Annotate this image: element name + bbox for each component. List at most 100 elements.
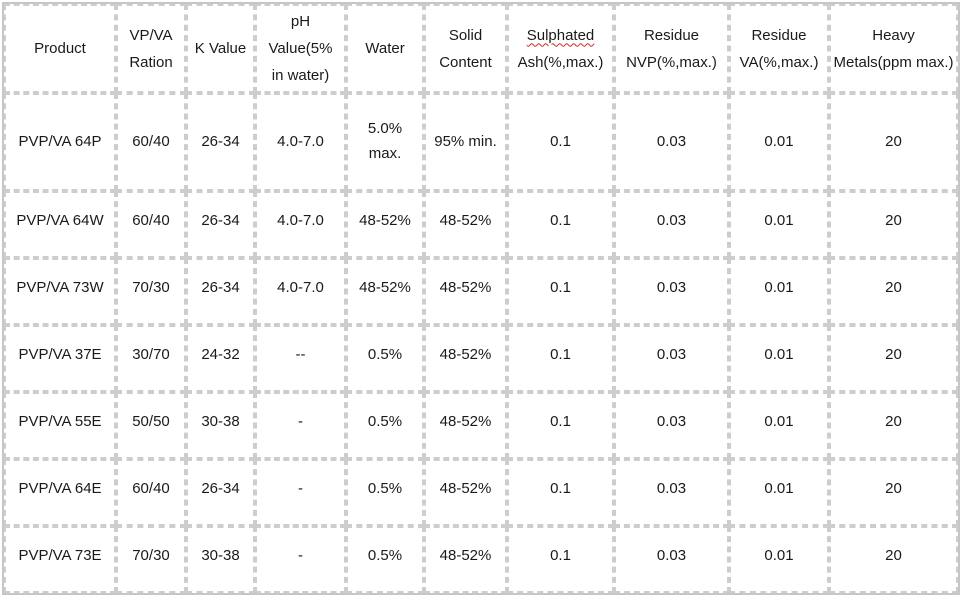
cell-k-value: 30-38 — [186, 526, 255, 593]
cell-vpva-ration: 60/40 — [116, 191, 186, 258]
table-header: Product VP/VA Ration K Value pH Value(5%… — [4, 4, 958, 93]
cell-water: 0.5% — [346, 526, 424, 593]
table-row: PVP/VA 64P 60/40 26-34 4.0-7.0 5.0% max.… — [4, 93, 958, 191]
cell-residue-va: 0.01 — [729, 459, 829, 526]
cell-water: 0.5% — [346, 325, 424, 392]
table-row: PVP/VA 73W 70/30 26-34 4.0-7.0 48-52% 48… — [4, 258, 958, 325]
cell-residue-nvp: 0.03 — [614, 459, 729, 526]
header-label: Ration — [129, 53, 173, 71]
cell-water: 48-52% — [346, 191, 424, 258]
table-row: PVP/VA 37E 30/70 24-32 -- 0.5% 48-52% 0.… — [4, 325, 958, 392]
cell-ph-value: -- — [255, 325, 346, 392]
cell-heavy-metals: 20 — [829, 191, 958, 258]
header-label: Heavy — [872, 26, 915, 44]
cell-ph-value: 4.0-7.0 — [255, 258, 346, 325]
cell-vpva-ration: 70/30 — [116, 526, 186, 593]
header-label: Water — [365, 40, 405, 57]
cell-k-value: 24-32 — [186, 325, 255, 392]
cell-product: PVP/VA 64E — [4, 459, 116, 526]
cell-vpva-ration: 30/70 — [116, 325, 186, 392]
cell-heavy-metals: 20 — [829, 325, 958, 392]
cell-residue-va: 0.01 — [729, 325, 829, 392]
product-spec-table: Product VP/VA Ration K Value pH Value(5%… — [2, 2, 960, 595]
cell-k-value: 26-34 — [186, 459, 255, 526]
cell-vpva-ration: 60/40 — [116, 93, 186, 191]
header-label: Metals(ppm max.) — [833, 53, 954, 71]
header-water: Water — [346, 4, 424, 93]
header-product: Product — [4, 4, 116, 93]
header-label: Solid — [448, 26, 483, 44]
cell-residue-va: 0.01 — [729, 93, 829, 191]
header-label-spellcheck-flagged: Sulphated — [511, 22, 610, 49]
cell-solid-content: 48-52% — [424, 459, 507, 526]
cell-solid-content: 48-52% — [424, 526, 507, 593]
cell-vpva-ration: 50/50 — [116, 392, 186, 459]
table-row: PVP/VA 64E 60/40 26-34 - 0.5% 48-52% 0.1… — [4, 459, 958, 526]
cell-ph-value: - — [255, 459, 346, 526]
header-residue-va: Residue VA(%,max.) — [729, 4, 829, 93]
header-label: VA(%,max.) — [739, 53, 819, 71]
cell-ph-value: 4.0-7.0 — [255, 93, 346, 191]
header-label: Ash(%,max.) — [517, 53, 604, 71]
cell-water: 0.5% — [346, 392, 424, 459]
header-label: in water) — [271, 67, 330, 84]
cell-product: PVP/VA 73W — [4, 258, 116, 325]
misspelled-word: Sulphated — [526, 26, 595, 44]
cell-k-value: 26-34 — [186, 258, 255, 325]
header-vpva-ration: VP/VA Ration — [116, 4, 186, 93]
table-row: PVP/VA 64W 60/40 26-34 4.0-7.0 48-52% 48… — [4, 191, 958, 258]
cell-k-value: 26-34 — [186, 93, 255, 191]
header-sulphated-ash: Sulphated Ash(%,max.) — [507, 4, 614, 93]
header-row: Product VP/VA Ration K Value pH Value(5%… — [4, 4, 958, 93]
cell-sulphated-ash: 0.1 — [507, 258, 614, 325]
header-heavy-metals: Heavy Metals(ppm max.) — [829, 4, 958, 93]
header-residue-nvp: Residue NVP(%,max.) — [614, 4, 729, 93]
table-body: PVP/VA 64P 60/40 26-34 4.0-7.0 5.0% max.… — [4, 93, 958, 593]
cell-sulphated-ash: 0.1 — [507, 526, 614, 593]
header-label: Content — [439, 53, 492, 71]
cell-water: 0.5% — [346, 459, 424, 526]
cell-residue-nvp: 0.03 — [614, 392, 729, 459]
cell-sulphated-ash: 0.1 — [507, 459, 614, 526]
cell-vpva-ration: 60/40 — [116, 459, 186, 526]
cell-product: PVP/VA 73E — [4, 526, 116, 593]
cell-product: PVP/VA 55E — [4, 392, 116, 459]
header-label: NVP(%,max.) — [626, 53, 717, 71]
cell-heavy-metals: 20 — [829, 526, 958, 593]
cell-water: 48-52% — [346, 258, 424, 325]
cell-solid-content: 48-52% — [424, 392, 507, 459]
cell-residue-va: 0.01 — [729, 526, 829, 593]
cell-residue-va: 0.01 — [729, 191, 829, 258]
header-label: Residue — [751, 26, 807, 44]
cell-heavy-metals: 20 — [829, 459, 958, 526]
cell-solid-content: 95% min. — [424, 93, 507, 191]
table-row: PVP/VA 73E 70/30 30-38 - 0.5% 48-52% 0.1… — [4, 526, 958, 593]
cell-residue-nvp: 0.03 — [614, 258, 729, 325]
cell-product: PVP/VA 64W — [4, 191, 116, 258]
cell-ph-value: - — [255, 526, 346, 593]
cell-sulphated-ash: 0.1 — [507, 325, 614, 392]
cell-residue-nvp: 0.03 — [614, 191, 729, 258]
header-solid-content: Solid Content — [424, 4, 507, 93]
cell-heavy-metals: 20 — [829, 93, 958, 191]
cell-solid-content: 48-52% — [424, 258, 507, 325]
cell-ph-value: - — [255, 392, 346, 459]
header-label: pH Value(5% — [268, 13, 333, 57]
cell-residue-nvp: 0.03 — [614, 325, 729, 392]
cell-solid-content: 48-52% — [424, 325, 507, 392]
cell-water: 5.0% max. — [346, 93, 424, 191]
header-label: Residue — [643, 26, 700, 44]
header-k-value: K Value — [186, 4, 255, 93]
cell-ph-value: 4.0-7.0 — [255, 191, 346, 258]
cell-k-value: 30-38 — [186, 392, 255, 459]
table-row: PVP/VA 55E 50/50 30-38 - 0.5% 48-52% 0.1… — [4, 392, 958, 459]
cell-sulphated-ash: 0.1 — [507, 93, 614, 191]
cell-residue-va: 0.01 — [729, 258, 829, 325]
cell-sulphated-ash: 0.1 — [507, 191, 614, 258]
header-label: VP/VA — [129, 26, 173, 44]
cell-residue-nvp: 0.03 — [614, 526, 729, 593]
cell-sulphated-ash: 0.1 — [507, 392, 614, 459]
cell-heavy-metals: 20 — [829, 392, 958, 459]
cell-heavy-metals: 20 — [829, 258, 958, 325]
